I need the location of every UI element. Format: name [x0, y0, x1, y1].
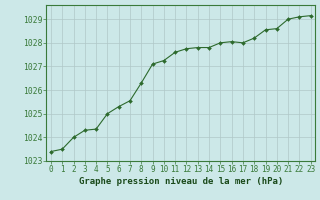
X-axis label: Graphe pression niveau de la mer (hPa): Graphe pression niveau de la mer (hPa)	[79, 177, 283, 186]
